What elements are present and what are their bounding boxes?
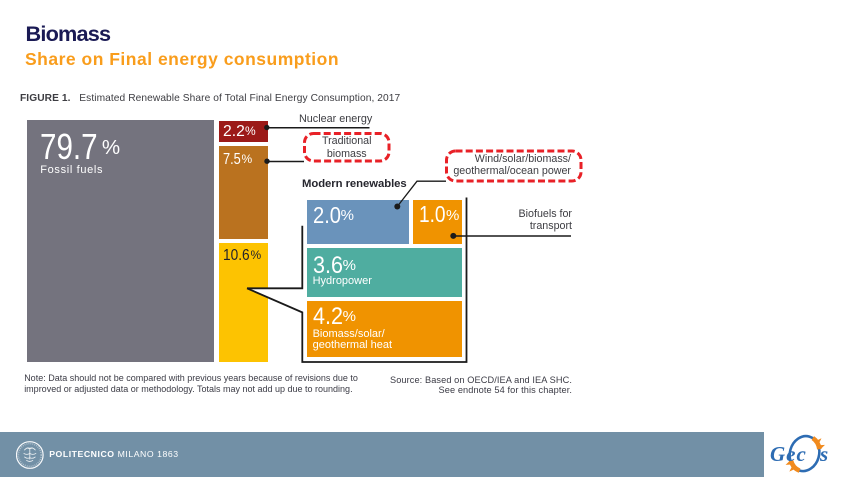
svg-text:s: s (819, 442, 828, 466)
svg-text:Gec: Gec (770, 442, 807, 466)
